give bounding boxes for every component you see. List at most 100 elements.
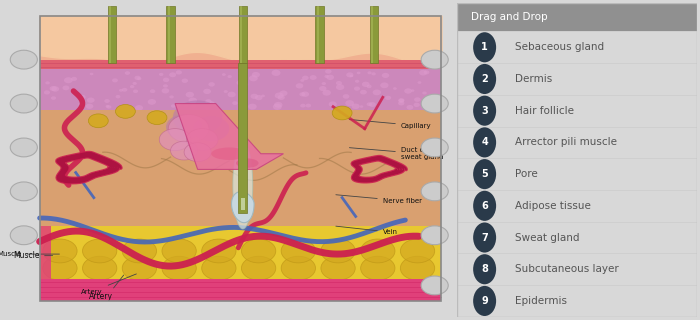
Circle shape — [51, 86, 60, 92]
FancyBboxPatch shape — [40, 60, 442, 69]
Circle shape — [132, 82, 137, 85]
FancyBboxPatch shape — [108, 6, 116, 63]
Circle shape — [372, 72, 376, 76]
Circle shape — [249, 75, 258, 81]
Circle shape — [473, 64, 496, 94]
Text: 9: 9 — [482, 296, 488, 306]
Ellipse shape — [211, 148, 247, 160]
Circle shape — [10, 182, 37, 201]
Circle shape — [329, 101, 337, 107]
Circle shape — [421, 50, 448, 69]
Circle shape — [119, 89, 123, 92]
Circle shape — [135, 105, 143, 111]
Circle shape — [349, 75, 354, 77]
Circle shape — [380, 83, 389, 88]
Circle shape — [400, 256, 435, 280]
Circle shape — [43, 239, 77, 263]
Circle shape — [51, 96, 56, 100]
Circle shape — [343, 94, 349, 99]
Circle shape — [163, 78, 169, 82]
Circle shape — [10, 94, 37, 113]
Text: 4: 4 — [482, 137, 488, 148]
Circle shape — [243, 83, 248, 86]
Circle shape — [321, 82, 326, 85]
Circle shape — [239, 104, 244, 107]
Circle shape — [169, 95, 174, 99]
Circle shape — [309, 75, 316, 80]
Circle shape — [300, 79, 304, 82]
Circle shape — [181, 78, 188, 83]
Circle shape — [398, 99, 405, 103]
Circle shape — [274, 102, 283, 108]
Circle shape — [422, 92, 427, 95]
Circle shape — [434, 104, 440, 108]
Text: Hair follicle: Hair follicle — [514, 106, 573, 116]
Circle shape — [62, 85, 69, 90]
Circle shape — [10, 50, 37, 69]
Polygon shape — [175, 104, 284, 169]
Circle shape — [241, 256, 276, 280]
Circle shape — [324, 75, 329, 78]
Circle shape — [122, 88, 127, 92]
FancyBboxPatch shape — [457, 3, 696, 31]
Circle shape — [83, 239, 117, 263]
Circle shape — [319, 86, 326, 91]
Circle shape — [241, 239, 276, 263]
Circle shape — [360, 256, 395, 280]
Circle shape — [421, 94, 448, 113]
FancyBboxPatch shape — [317, 6, 319, 63]
Circle shape — [202, 256, 236, 280]
Polygon shape — [232, 192, 254, 223]
Circle shape — [398, 101, 405, 106]
Circle shape — [300, 92, 305, 96]
Circle shape — [357, 72, 360, 74]
Text: Sweat gland: Sweat gland — [514, 233, 579, 243]
Circle shape — [203, 89, 211, 94]
Circle shape — [186, 129, 218, 151]
Circle shape — [272, 70, 281, 76]
Circle shape — [86, 104, 93, 109]
Circle shape — [351, 103, 360, 109]
Circle shape — [398, 98, 405, 102]
Circle shape — [326, 75, 334, 80]
Circle shape — [382, 73, 389, 78]
Circle shape — [301, 92, 309, 97]
Text: Duct of
sweat gland: Duct of sweat gland — [349, 147, 443, 160]
Circle shape — [281, 256, 316, 280]
Text: Artery: Artery — [81, 274, 136, 295]
Circle shape — [332, 106, 352, 120]
Circle shape — [46, 81, 50, 84]
Circle shape — [163, 84, 168, 88]
Circle shape — [43, 256, 77, 280]
Circle shape — [360, 239, 395, 263]
Text: 3: 3 — [482, 106, 488, 116]
Circle shape — [186, 92, 194, 98]
Circle shape — [421, 182, 448, 201]
Circle shape — [336, 81, 342, 85]
Circle shape — [251, 94, 258, 99]
Circle shape — [10, 138, 37, 157]
FancyBboxPatch shape — [168, 6, 170, 63]
Circle shape — [346, 72, 354, 77]
Circle shape — [106, 105, 111, 109]
Text: Artery: Artery — [89, 292, 113, 301]
Circle shape — [421, 138, 448, 157]
Circle shape — [184, 143, 211, 162]
Text: 7: 7 — [482, 233, 488, 243]
Circle shape — [367, 102, 372, 106]
Circle shape — [473, 286, 496, 316]
Circle shape — [323, 90, 331, 96]
Circle shape — [345, 100, 354, 106]
Circle shape — [400, 239, 435, 263]
Polygon shape — [40, 69, 442, 110]
Circle shape — [305, 104, 311, 108]
Circle shape — [87, 98, 94, 103]
Text: 5: 5 — [482, 169, 488, 179]
Circle shape — [419, 70, 427, 76]
Circle shape — [50, 86, 57, 91]
Circle shape — [302, 76, 309, 80]
Circle shape — [414, 103, 420, 107]
Circle shape — [78, 103, 83, 106]
FancyBboxPatch shape — [241, 198, 245, 210]
FancyBboxPatch shape — [40, 279, 442, 301]
